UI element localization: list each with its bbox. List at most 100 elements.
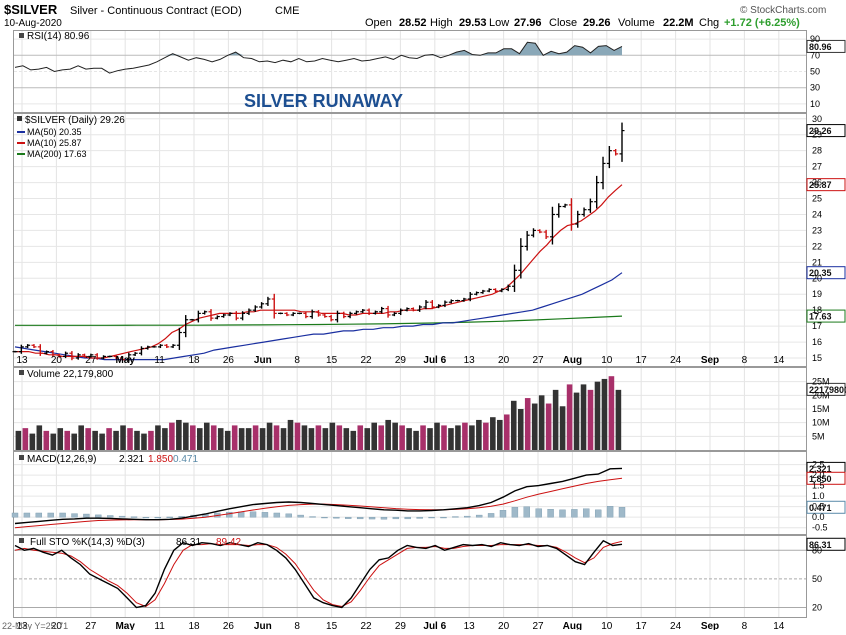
macd-hist-bar [356,516,364,520]
volume-bar [231,425,238,450]
price-bar [366,308,372,316]
price-bar [505,284,511,292]
ma50-line [14,272,623,361]
volume-y-tick: 15M [812,404,830,414]
volume-bar [273,425,280,450]
volume-bar [57,428,64,450]
price-bar [37,344,43,356]
price-bar [56,353,62,358]
price-bar [543,229,549,239]
volume-bar [371,422,378,450]
x-tick-label-bottom: 20 [498,621,510,630]
volume-bar [15,430,22,450]
price-bar [309,309,315,319]
volume-bar [210,425,217,450]
price-bar [493,288,499,293]
sto-legend-k: 86.31 [176,537,201,548]
macd-hist-bar [583,508,590,518]
macd-hist-bar [107,515,114,518]
macd-y-tick: 2.0 [812,470,825,480]
sto-panel: 86.31 [14,537,846,609]
x-tick-label: 20 [51,355,63,366]
macd-hist-bar [440,516,447,519]
volume-bar [106,428,112,450]
volume-bar [573,392,580,450]
sto-panel-frame [13,535,807,618]
price-bar [316,310,321,317]
rsi-y-tick: 50 [810,67,820,77]
price-bar [385,305,391,318]
rsi-panel: 80.96 [14,39,846,74]
x-tick-label: 27 [85,355,97,366]
price-bar [474,291,480,296]
price-bar [44,350,50,355]
rsi-panel-frame [13,30,807,113]
volume-bar [190,425,196,450]
rsi-line [14,41,623,74]
volume-bar [462,422,468,450]
x-tick-label: Jun [254,355,272,366]
macd-legend: MACD(12,26,9) 2.321 1.850 0.471 [19,454,198,465]
x-tick-label-bottom: 27 [532,621,544,630]
volume-bar [127,428,133,450]
macd-last-value: 2.321 [809,464,832,474]
price-bar [195,310,201,323]
macd-hist-bar [464,515,471,518]
volume-bar [483,422,489,450]
x-tick-label: 24 [670,355,682,366]
x-tick-label-bottom: 17 [636,621,648,630]
price-bar [107,355,113,358]
macd-y-tick: 1.0 [812,491,825,501]
price-bar [240,311,246,321]
price-bar [214,315,220,320]
volume-bar [357,425,364,450]
x-tick-label-bottom: 24 [670,621,682,630]
chg-label: Chg [699,17,719,29]
macd-hist-bar [11,512,19,518]
volume-bar [50,433,57,450]
price-bar [518,238,524,279]
price-bar [398,308,404,316]
volume-bar [580,384,587,450]
ma50-legend-text: MA(50) 20.35 [27,127,82,137]
volume-bar [497,419,503,450]
sto-y-tick: 20 [812,602,822,612]
sto-y-tick: 50 [812,574,822,584]
price-bar [581,207,587,217]
volume-bar [22,428,29,450]
macd-hist-bar [345,516,352,519]
volume-bar [510,400,517,450]
price-bar [594,175,600,209]
price-bar [461,297,467,302]
macd-y-tick: -0.5 [812,523,828,533]
ma200-last-value: 17.63 [809,312,832,322]
price-bar [429,300,435,310]
price-bar [157,344,163,349]
close-value: 29.26 [583,17,611,29]
volume-y-tick: 5M [812,431,825,441]
x-tick-label-bottom: 11 [154,621,165,630]
price-bar [183,315,189,338]
price-y-tick: 16 [812,337,822,347]
price-y-tick: 21 [812,257,822,267]
price-bar [233,311,239,321]
price-bar [391,312,397,317]
x-tick-label-bottom: Jul 6 [423,621,446,630]
price-bar [50,349,56,357]
price-bar [101,355,107,360]
volume-bar [294,422,301,450]
volume-bar [197,428,203,450]
symbol-title: $SILVER [4,2,58,17]
volume-bar [503,414,510,450]
rsi-y-tick: 70 [810,50,820,60]
x-tick-label-bottom: 13 [16,621,28,630]
volume-bar [385,419,391,450]
volume-bar [608,376,615,450]
macd-hist-bar [35,512,43,518]
volume-y-tick: 25M [812,377,830,387]
volume-bar [85,428,91,450]
sto-legend-d: 89.42 [216,537,241,548]
price-y-tick: 30 [812,114,822,124]
